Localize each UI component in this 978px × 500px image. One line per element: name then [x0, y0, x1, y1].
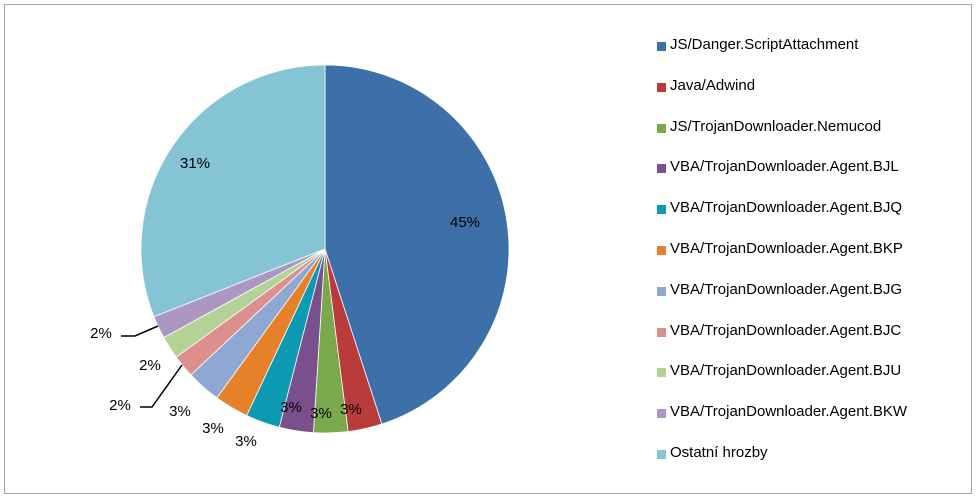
data-label: 31% — [180, 155, 210, 172]
legend-label: Java/Adwind — [670, 76, 756, 94]
legend-swatch — [657, 409, 666, 419]
pie-slice — [140, 64, 326, 318]
leader-line — [140, 364, 183, 408]
legend-label: VBA/TrojanDownloader.Agent.BKP — [670, 239, 903, 257]
legend-item: VBA/TrojanDownloader.Agent.BKP — [657, 240, 907, 281]
legend-item: VBA/TrojanDownloader.Agent.BJU — [657, 362, 907, 403]
legend-label: VBA/TrojanDownloader.Agent.BJU — [670, 362, 902, 380]
legend-label: JS/TrojanDownloader.Nemucod — [670, 117, 882, 135]
legend-label: VBA/TrojanDownloader.Agent.BJL — [670, 158, 899, 176]
legend-swatch — [657, 286, 666, 296]
legend-label: VBA/TrojanDownloader.Agent.BJC — [670, 321, 902, 339]
legend: JS/Danger.ScriptAttachment Java/Adwind JS/… — [657, 36, 907, 485]
legend-label: JS/Danger.ScriptAttachment — [670, 36, 859, 53]
legend-swatch — [657, 327, 666, 337]
data-label: 2% — [139, 357, 161, 374]
data-label: 3% — [340, 401, 362, 418]
data-label: 45% — [450, 214, 480, 231]
legend-item: VBA/TrojanDownloader.Agent.BJL — [657, 158, 907, 199]
legend-swatch — [657, 42, 666, 51]
legend-item: VBA/TrojanDownloader.Agent.BJC — [657, 322, 907, 363]
legend-label: VBA/TrojanDownloader.Agent.BJQ — [670, 199, 903, 217]
legend-item: VBA/TrojanDownloader.Agent.BJG — [657, 281, 907, 322]
legend-swatch — [657, 368, 666, 378]
legend-item: JS/Danger.ScriptAttachment — [657, 36, 907, 77]
legend-swatch — [657, 449, 666, 459]
legend-item: VBA/TrojanDownloader.Agent.BJQ — [657, 199, 907, 240]
legend-item: Ostatní hrozby — [657, 444, 907, 485]
pie-slice — [324, 64, 510, 425]
legend-swatch — [657, 205, 666, 215]
data-label: 3% — [202, 420, 224, 437]
legend-swatch — [657, 123, 666, 133]
data-label: 3% — [280, 399, 302, 416]
legend-swatch — [657, 82, 666, 92]
data-label: 2% — [109, 397, 131, 414]
data-label: 3% — [310, 405, 332, 422]
legend-label: VBA/TrojanDownloader.Agent.BJG — [670, 280, 903, 298]
legend-swatch — [657, 164, 666, 174]
legend-label: VBA/TrojanDownloader.Agent.BKW — [670, 403, 908, 421]
chart-border — [4, 4, 972, 494]
leader-line — [121, 325, 159, 337]
legend-label: Ostatní hrozby — [670, 443, 768, 461]
data-label: 3% — [169, 403, 191, 420]
legend-item: VBA/TrojanDownloader.Agent.BKW — [657, 403, 907, 444]
data-label: 2% — [90, 325, 112, 342]
legend-item: Java/Adwind — [657, 77, 907, 118]
legend-swatch — [657, 245, 666, 255]
data-label: 3% — [235, 433, 257, 450]
legend-item: JS/TrojanDownloader.Nemucod — [657, 118, 907, 159]
